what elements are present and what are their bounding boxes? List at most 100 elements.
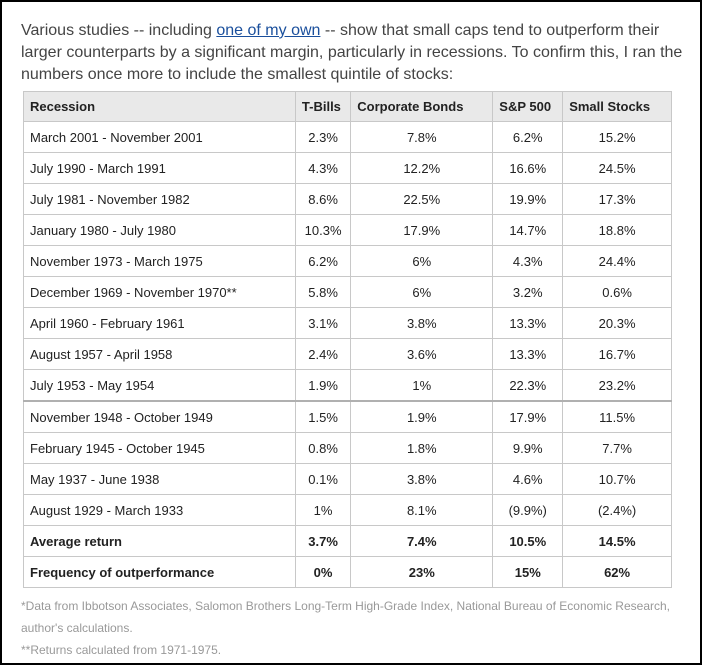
table-row: August 1957 - April 1958 2.4% 3.6% 13.3%… <box>23 338 672 370</box>
cell-recession: July 1981 - November 1982 <box>23 183 296 215</box>
cell-recession: November 1973 - March 1975 <box>23 245 296 277</box>
cell-recession: July 1990 - March 1991 <box>23 152 296 184</box>
outperformance-frequency-row: Frequency of outperformance 0% 23% 15% 6… <box>23 556 672 588</box>
cell-recession: March 2001 - November 2001 <box>23 121 296 153</box>
table-row: May 1937 - June 1938 0.1% 3.8% 4.6% 10.7… <box>23 463 672 495</box>
table-row: January 1980 - July 1980 10.3% 17.9% 14.… <box>23 214 672 246</box>
cell-recession: February 1945 - October 1945 <box>23 432 296 464</box>
cell-corporate-bonds: 7.4% <box>350 525 494 557</box>
cell-t-bills: 10.3% <box>294 214 352 246</box>
cell-small-stocks: 18.8% <box>562 214 672 246</box>
header-corporate-bonds: Corporate Bonds <box>350 91 494 122</box>
table-row: July 1990 - March 1991 4.3% 12.2% 16.6% … <box>23 152 672 184</box>
footnotes: *Data from Ibbotson Associates, Salomon … <box>21 595 691 661</box>
cell-corporate-bonds: 23% <box>350 556 494 588</box>
cell-t-bills: 6.2% <box>294 245 352 277</box>
cell-corporate-bonds: 3.6% <box>350 338 494 370</box>
cell-corporate-bonds: 1% <box>350 369 494 402</box>
cell-recession: December 1969 - November 1970** <box>23 276 296 308</box>
cell-corporate-bonds: 6% <box>350 245 494 277</box>
cell-t-bills: 1% <box>294 494 352 526</box>
cell-t-bills: 0.1% <box>294 463 352 495</box>
cell-corporate-bonds: 17.9% <box>350 214 494 246</box>
header-t-bills: T-Bills <box>294 91 352 122</box>
cell-small-stocks: 20.3% <box>562 307 672 339</box>
cell-recession: July 1953 - May 1954 <box>23 369 296 402</box>
table-row: November 1948 - October 1949 1.5% 1.9% 1… <box>23 400 672 433</box>
cell-small-stocks: 16.7% <box>562 338 672 370</box>
cell-sp-500: 13.3% <box>492 338 564 370</box>
cell-small-stocks: 14.5% <box>562 525 672 557</box>
table-row: February 1945 - October 1945 0.8% 1.8% 9… <box>23 432 672 464</box>
cell-t-bills: 2.4% <box>294 338 352 370</box>
cell-sp-500: 15% <box>492 556 564 588</box>
cell-t-bills: 3.1% <box>294 307 352 339</box>
intro-text-after: -- show that small caps tend to outperfo… <box>21 22 683 83</box>
cell-corporate-bonds: 1.9% <box>350 400 494 433</box>
table-header-row: Recession T-Bills Corporate Bonds S&P 50… <box>23 91 672 122</box>
cell-sp-500: 3.2% <box>492 276 564 308</box>
cell-small-stocks: 62% <box>562 556 672 588</box>
intro-paragraph: Various studies -- including one of my o… <box>21 20 691 86</box>
cell-corporate-bonds: 6% <box>350 276 494 308</box>
cell-t-bills: 2.3% <box>294 121 352 153</box>
cell-recession: January 1980 - July 1980 <box>23 214 296 246</box>
cell-sp-500: 19.9% <box>492 183 564 215</box>
recession-returns-table: Recession T-Bills Corporate Bonds S&P 50… <box>23 91 672 588</box>
cell-small-stocks: 0.6% <box>562 276 672 308</box>
cell-t-bills: 8.6% <box>294 183 352 215</box>
cell-summary-label: Average return <box>23 525 296 557</box>
cell-t-bills: 0.8% <box>294 432 352 464</box>
average-return-row: Average return 3.7% 7.4% 10.5% 14.5% <box>23 525 672 557</box>
table-row: August 1929 - March 1933 1% 8.1% (9.9%) … <box>23 494 672 526</box>
cell-corporate-bonds: 8.1% <box>350 494 494 526</box>
table-row: July 1953 - May 1954 1.9% 1% 22.3% 23.2% <box>23 369 672 402</box>
cell-sp-500: 22.3% <box>492 369 564 402</box>
cell-recession: May 1937 - June 1938 <box>23 463 296 495</box>
header-recession: Recession <box>23 91 296 122</box>
cell-sp-500: (9.9%) <box>492 494 564 526</box>
cell-small-stocks: 11.5% <box>562 400 672 433</box>
footnote-returns-period: **Returns calculated from 1971-1975. <box>21 643 222 657</box>
cell-sp-500: 4.3% <box>492 245 564 277</box>
header-sp-500: S&P 500 <box>492 91 564 122</box>
cell-corporate-bonds: 1.8% <box>350 432 494 464</box>
cell-sp-500: 6.2% <box>492 121 564 153</box>
table-row: December 1969 - November 1970** 5.8% 6% … <box>23 276 672 308</box>
cell-recession: November 1948 - October 1949 <box>23 400 296 433</box>
cell-small-stocks: 10.7% <box>562 463 672 495</box>
cell-recession: August 1957 - April 1958 <box>23 338 296 370</box>
cell-small-stocks: 24.5% <box>562 152 672 184</box>
cell-sp-500: 4.6% <box>492 463 564 495</box>
footnote-data-source: *Data from Ibbotson Associates, Salomon … <box>21 599 670 635</box>
cell-t-bills: 4.3% <box>294 152 352 184</box>
cell-small-stocks: 23.2% <box>562 369 672 402</box>
cell-t-bills: 0% <box>294 556 352 588</box>
cell-small-stocks: (2.4%) <box>562 494 672 526</box>
cell-corporate-bonds: 22.5% <box>350 183 494 215</box>
cell-recession: August 1929 - March 1933 <box>23 494 296 526</box>
cell-t-bills: 1.5% <box>294 400 352 433</box>
cell-recession: April 1960 - February 1961 <box>23 307 296 339</box>
cell-corporate-bonds: 3.8% <box>350 463 494 495</box>
header-small-stocks: Small Stocks <box>562 91 672 122</box>
cell-corporate-bonds: 12.2% <box>350 152 494 184</box>
cell-t-bills: 3.7% <box>294 525 352 557</box>
cell-t-bills: 5.8% <box>294 276 352 308</box>
cell-sp-500: 9.9% <box>492 432 564 464</box>
table-row: April 1960 - February 1961 3.1% 3.8% 13.… <box>23 307 672 339</box>
table-row: November 1973 - March 1975 6.2% 6% 4.3% … <box>23 245 672 277</box>
cell-small-stocks: 17.3% <box>562 183 672 215</box>
own-study-link[interactable]: one of my own <box>216 22 321 39</box>
cell-corporate-bonds: 3.8% <box>350 307 494 339</box>
table-row: July 1981 - November 1982 8.6% 22.5% 19.… <box>23 183 672 215</box>
cell-small-stocks: 24.4% <box>562 245 672 277</box>
cell-corporate-bonds: 7.8% <box>350 121 494 153</box>
cell-sp-500: 14.7% <box>492 214 564 246</box>
table-row: March 2001 - November 2001 2.3% 7.8% 6.2… <box>23 121 672 153</box>
intro-text-before: Various studies -- including <box>21 22 217 39</box>
cell-t-bills: 1.9% <box>294 369 352 402</box>
cell-sp-500: 10.5% <box>492 525 564 557</box>
cell-sp-500: 16.6% <box>492 152 564 184</box>
